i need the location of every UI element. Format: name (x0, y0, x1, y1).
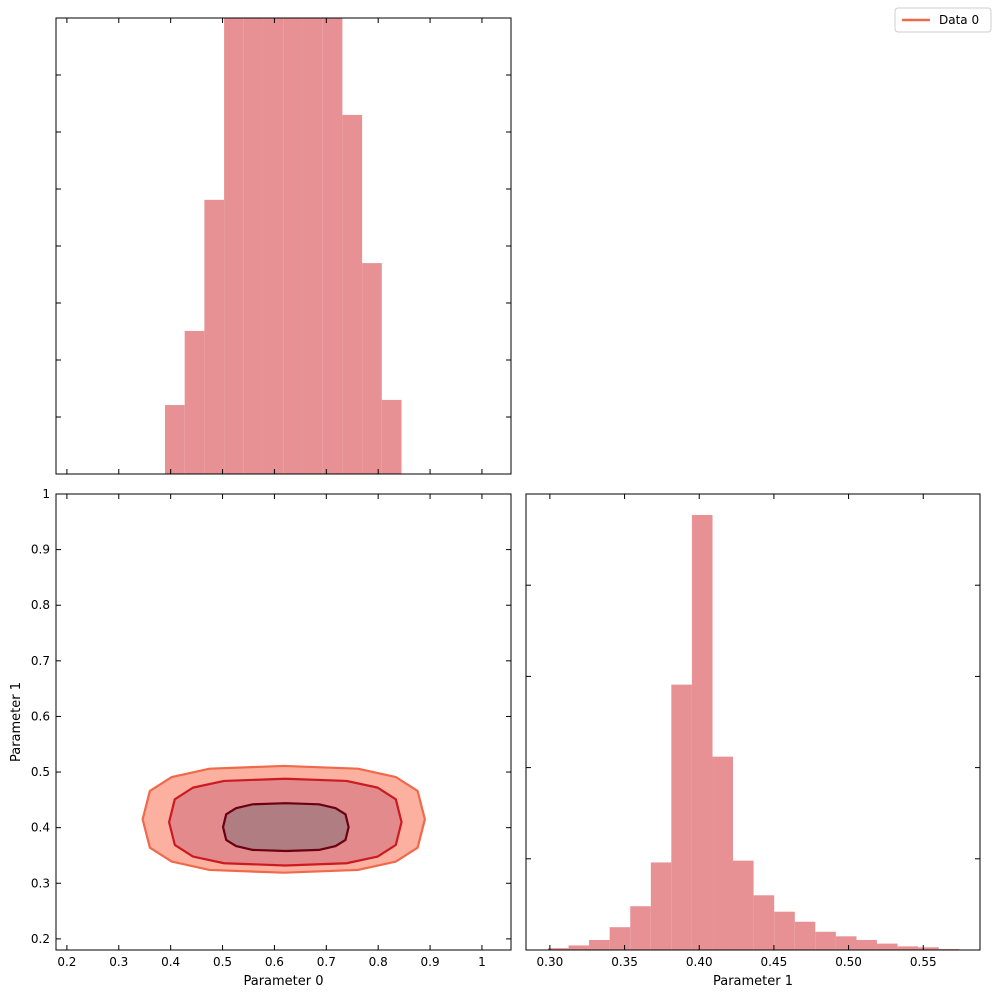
bar (753, 895, 775, 950)
bar (283, 18, 303, 474)
y-tick-label: 0.7 (31, 654, 50, 668)
bar (263, 18, 284, 474)
bar (243, 18, 264, 474)
y-tick-label: 0.4 (31, 821, 50, 835)
bar (732, 860, 754, 950)
y-tick-label: 0.3 (31, 876, 50, 890)
legend: Data 0 (894, 7, 992, 33)
y-tick-label: 0.8 (31, 598, 50, 612)
bar (918, 947, 939, 950)
x-axis-label: Parameter 1 (713, 974, 793, 989)
legend-frame (894, 7, 992, 33)
bar (609, 927, 631, 950)
x-tick-label: 0.4 (161, 955, 180, 969)
y-tick-label: 0.9 (31, 543, 50, 557)
plot-area (164, 18, 402, 474)
bar (322, 18, 343, 474)
bar (362, 263, 382, 474)
axes-frame (525, 493, 981, 951)
bar (224, 18, 244, 474)
bar (691, 514, 713, 950)
x-tick-label: 0.45 (761, 955, 788, 969)
y-tick-label: 1 (42, 487, 50, 501)
plot-area (547, 514, 960, 950)
contour (221, 802, 350, 853)
x-tick-label: 0.5 (213, 955, 232, 969)
bar (630, 906, 651, 950)
x-tick-label: 0.40 (686, 955, 713, 969)
x-tick-label: 0.50 (835, 955, 862, 969)
x-axis-label: Parameter 0 (243, 974, 323, 989)
x-tick-label: 0.6 (265, 955, 284, 969)
axes-frame (55, 493, 512, 951)
bar (302, 18, 323, 474)
x-tick-label: 0.7 (317, 955, 336, 969)
plot-area (141, 764, 426, 874)
legend-label: Data 0 (939, 13, 979, 27)
y-axis-label: Parameter 1 (9, 682, 24, 762)
y-tick-label: 0.6 (31, 709, 50, 723)
bar (876, 943, 898, 950)
bar (568, 945, 590, 950)
bar (204, 199, 225, 474)
x-tick-label: 0.8 (369, 955, 388, 969)
y-tick-label: 0.5 (31, 765, 50, 779)
x-tick-label: 0.30 (537, 955, 564, 969)
bar (794, 921, 816, 950)
bar (589, 939, 610, 950)
bar (774, 911, 795, 950)
bar (650, 862, 672, 950)
bar (897, 946, 919, 950)
x-tick-label: 0.2 (57, 955, 76, 969)
x-tick-label: 1 (478, 955, 486, 969)
bar (342, 114, 363, 474)
bar (712, 756, 733, 950)
bar (856, 939, 877, 950)
x-tick-label: 0.55 (910, 955, 937, 969)
bar (184, 330, 205, 474)
y-tick-label: 0.2 (31, 932, 50, 946)
bar (164, 405, 185, 474)
x-tick-label: 0.35 (611, 955, 638, 969)
bar (671, 684, 692, 950)
x-tick-label: 0.3 (109, 955, 128, 969)
bar (815, 931, 836, 950)
bar (547, 948, 569, 950)
x-tick-label: 0.9 (421, 955, 440, 969)
bar (835, 936, 857, 950)
bar (381, 399, 402, 474)
